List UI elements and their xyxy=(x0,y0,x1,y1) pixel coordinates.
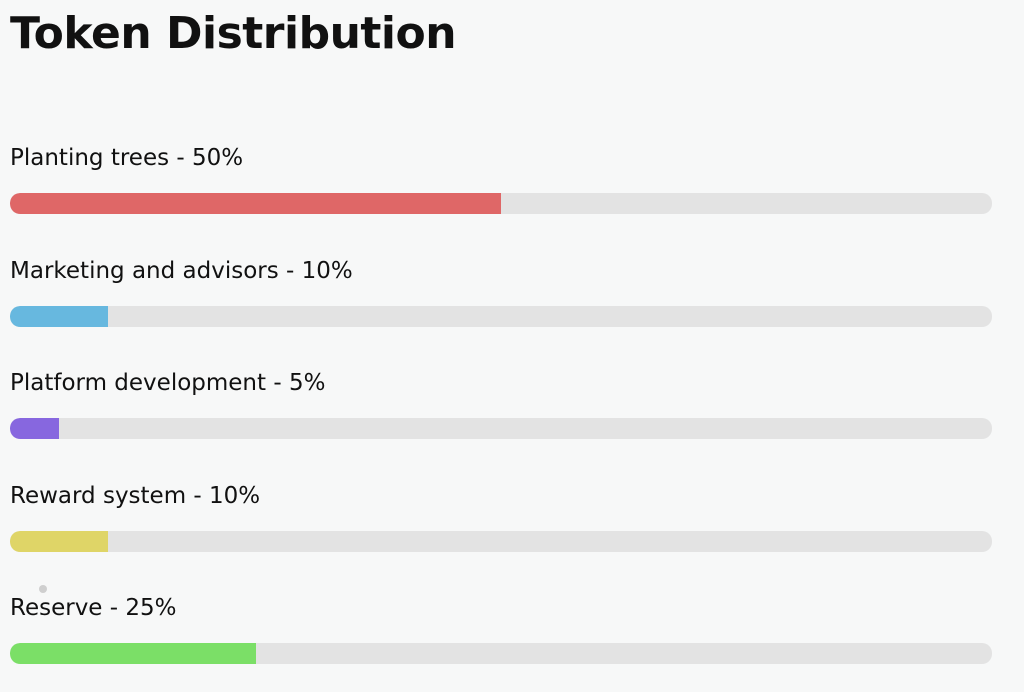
progress-track xyxy=(10,643,992,664)
progress-track xyxy=(10,531,992,552)
progress-fill xyxy=(10,193,501,214)
decorative-dot xyxy=(39,585,47,593)
progress-fill xyxy=(10,418,60,439)
distribution-item-reward-system: Reward system - 10% xyxy=(10,481,992,552)
progress-fill xyxy=(10,306,109,327)
distribution-item-label: Marketing and advisors - 10% xyxy=(10,258,353,284)
progress-track xyxy=(10,418,992,439)
progress-track xyxy=(10,306,992,327)
distribution-item-label: Platform development - 5% xyxy=(10,370,326,396)
distribution-item-label: Planting trees - 50% xyxy=(10,145,244,171)
page-title: Token Distribution xyxy=(10,8,457,59)
progress-fill xyxy=(10,643,256,664)
progress-track xyxy=(10,193,992,214)
distribution-item-label: Reserve - 25% xyxy=(10,595,177,621)
distribution-item-label: Reward system - 10% xyxy=(10,483,261,509)
distribution-item-reserve: Reserve - 25% xyxy=(10,593,992,664)
progress-fill xyxy=(10,531,109,552)
distribution-item-planting-trees: Planting trees - 50% xyxy=(10,143,992,214)
distribution-item-platform-development: Platform development - 5% xyxy=(10,368,992,439)
distribution-item-marketing: Marketing and advisors - 10% xyxy=(10,256,992,327)
